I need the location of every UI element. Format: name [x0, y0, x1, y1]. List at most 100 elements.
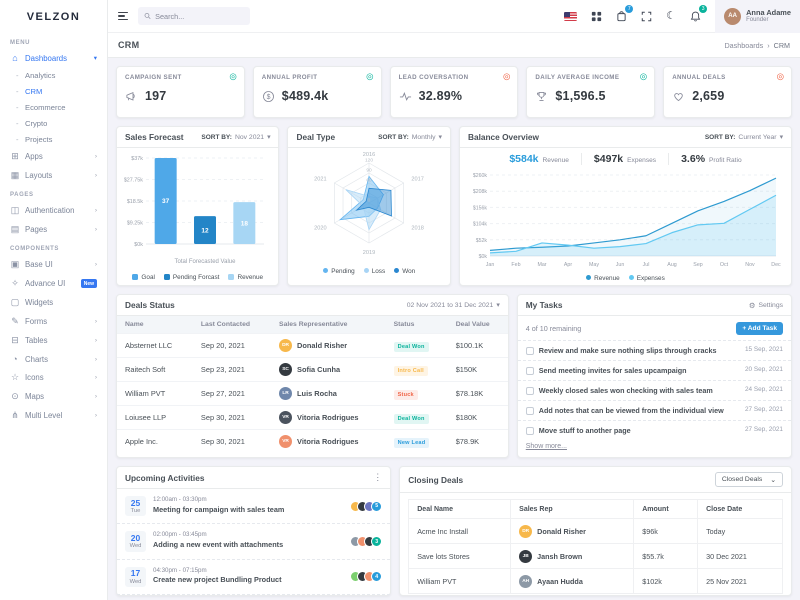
table-row[interactable]: William PVT AH Ayaan Hudda $102k 25 Nov 2…	[408, 568, 783, 594]
svg-text:2020: 2020	[314, 226, 326, 232]
table-row[interactable]: Acme Inc Install DR Donald Risher $96k To…	[408, 518, 783, 544]
svg-text:Apr: Apr	[564, 262, 572, 268]
sidebar-item-advance-ui[interactable]: ✧ Advance UI New	[0, 274, 107, 293]
more-options-icon[interactable]: ⋮	[373, 472, 383, 482]
balance-stats: $584k Revenue $497k Expenses 3.6% Profit Ra…	[460, 148, 791, 167]
svg-text:2017: 2017	[412, 177, 424, 183]
balance-overview-title: Balance Overview	[467, 132, 539, 142]
sidebar-item-pages[interactable]: ▤ Pages ›	[10, 224, 97, 234]
pulse-icon	[399, 91, 411, 101]
table-row[interactable]: Loiusee LLP Sep 30, 2021 VR Vitoria Rodri…	[117, 405, 508, 430]
avatar: JB	[519, 549, 533, 563]
sidebar-section-components: COMPONENTS	[10, 246, 60, 252]
search-input[interactable]	[155, 11, 244, 21]
balance-overview-sort[interactable]: SORT BY: Current Year ▾	[704, 133, 783, 142]
sidebar-item-maps[interactable]: ⊙ Maps ›	[11, 391, 97, 401]
table-row[interactable]: Apple Inc. Sep 30, 2021 VR Vitoria Rodrig…	[117, 429, 508, 453]
tables-icon: ⊟	[11, 335, 19, 345]
sales-forecast-sort[interactable]: SORT BY: Nov 2021 ▾	[201, 133, 271, 142]
svg-text:$9.25k: $9.25k	[127, 221, 143, 227]
deals-date-range[interactable]: 02 Nov 2021 to 31 Dec 2021 ▾	[406, 301, 500, 310]
hamburger-menu-icon[interactable]	[118, 12, 128, 20]
new-badge: New	[80, 279, 97, 288]
sales-forecast-title: Sales Forecast	[125, 132, 184, 142]
home-icon: ⌂	[12, 53, 18, 63]
sidebar-item-projects[interactable]: Projects	[0, 131, 107, 147]
upcoming-activities-title: Upcoming Activities	[125, 472, 205, 483]
sidebar-item-authentication[interactable]: ◫ Authentication ›	[10, 205, 97, 215]
sidebar-item-dashboards[interactable]: ⌂ Dashboards ▾	[0, 49, 107, 67]
activity-item[interactable]: 20 Wed 02:00pm - 03:45pm Adding a new ev…	[117, 524, 391, 560]
trend-badge-icon: ◎	[229, 71, 237, 81]
fullscreen-icon[interactable]	[641, 11, 652, 22]
status-badge: New Lead	[393, 438, 430, 448]
table-row[interactable]: Absternet LLC Sep 20, 2021 DR Donald Rish…	[117, 333, 508, 358]
search-box[interactable]	[138, 7, 250, 25]
attendee-count-badge: 4	[371, 571, 383, 583]
show-more-link[interactable]: Show more...	[525, 443, 567, 450]
task-item[interactable]: Review and make sure nothing slips throu…	[517, 340, 791, 360]
table-row[interactable]: Raitech Soft Sep 23, 2021 SC Sofia Cunha …	[117, 357, 508, 382]
sidebar-item-layouts[interactable]: ▦ Layouts ›	[10, 170, 97, 180]
sidebar-item-crm[interactable]: CRM	[0, 83, 107, 99]
apps-menu-icon[interactable]	[591, 11, 602, 22]
task-checkbox[interactable]	[525, 346, 534, 355]
task-checkbox[interactable]	[525, 386, 534, 395]
sidebar-item-analytics[interactable]: Analytics	[0, 67, 107, 83]
kpi-daily-average-income: DAILY AVERAGE INCOME ◎ $1,596.5	[526, 66, 656, 118]
task-item[interactable]: Move stuff to another page 27 Sep, 2021	[517, 420, 791, 440]
user-menu[interactable]: AA Anna Adame Founder	[715, 0, 800, 33]
dark-mode-icon[interactable]: ☾	[666, 9, 677, 22]
table-row[interactable]: Save lots Stores JB Jansh Brown $55.7k 30…	[408, 543, 783, 569]
task-item[interactable]: Add notes that can be viewed from the in…	[517, 400, 791, 420]
svg-text:$37k: $37k	[131, 156, 143, 162]
advance-ui-icon: ✧	[11, 278, 19, 288]
task-item[interactable]: Weekly closed sales won checking with sa…	[517, 380, 791, 400]
svg-text:$208k: $208k	[473, 189, 488, 195]
sidebar-item-base-ui[interactable]: ▣ Base UI ›	[10, 259, 97, 269]
task-checkbox[interactable]	[525, 406, 534, 415]
closed-deals-select[interactable]: Closed Deals ⌄	[714, 472, 783, 487]
breadcrumb-parent[interactable]: Dashboards	[724, 40, 764, 50]
sidebar-item-icons[interactable]: ☆ Icons ›	[10, 372, 97, 382]
page-title: CRM	[118, 40, 140, 50]
language-flag-icon[interactable]	[564, 11, 578, 21]
user-icon: ◫	[10, 205, 20, 215]
deal-type-title: Deal Type	[296, 132, 336, 142]
sidebar-item-ecommerce[interactable]: Ecommerce	[0, 99, 107, 115]
chevron-down-icon: ▾	[438, 134, 442, 141]
shopping-bag-icon[interactable]: 7	[616, 5, 634, 22]
bell-icon[interactable]: 3	[690, 5, 708, 22]
sidebar-item-charts[interactable]: ◔ Charts ›	[0, 350, 107, 368]
svg-text:Aug: Aug	[668, 262, 677, 268]
user-name: Anna Adame	[746, 7, 791, 17]
attendee-avatars: 4	[350, 567, 383, 587]
brand-logo[interactable]: VELZON	[26, 10, 81, 23]
sidebar-item-multi-level[interactable]: ⋔ Multi Level ›	[11, 410, 97, 420]
sidebar-item-crypto[interactable]: Crypto	[0, 115, 107, 131]
sidebar-item-tables[interactable]: ⊟ Tables ›	[11, 335, 97, 345]
tasks-settings-button[interactable]: ⚙ Settings	[748, 300, 783, 310]
sales-forecast-card: Sales Forecast SORT BY: Nov 2021 ▾ $37k $…	[116, 126, 280, 286]
activity-item[interactable]: 25 Tue 12:00am - 03:30pm Meeting for cam…	[117, 489, 391, 525]
breadcrumb-separator: ›	[767, 40, 770, 50]
sidebar: VELZON MENU ⌂ Dashboards ▾ Analytics CRM…	[0, 0, 108, 600]
sidebar-item-apps[interactable]: ⊞ Apps ›	[11, 151, 97, 161]
heart-icon	[674, 92, 683, 101]
task-checkbox[interactable]	[525, 366, 534, 375]
sidebar-item-widgets[interactable]: ▢ Widgets	[10, 297, 54, 307]
add-task-button[interactable]: + Add Task	[736, 322, 783, 335]
svg-text:Jul: Jul	[643, 262, 650, 268]
status-badge: Deal Won	[393, 342, 429, 352]
activity-item[interactable]: 17 Wed 04:30pm - 07:15pm Create new proj…	[117, 560, 391, 596]
task-item[interactable]: Send meeting invites for sales upcampaig…	[517, 360, 791, 380]
deal-type-sort[interactable]: SORT BY: Monthly ▾	[378, 133, 442, 142]
my-tasks-card: My Tasks ⚙ Settings 4 of 10 remaining + …	[516, 294, 792, 458]
table-row[interactable]: William PVT Sep 27, 2021 LR Luis Rocha St…	[117, 381, 508, 406]
chevron-right-icon: ›	[94, 412, 97, 419]
task-checkbox[interactable]	[525, 426, 534, 435]
sidebar-section-menu: MENU	[10, 40, 31, 46]
chevron-right-icon: ›	[94, 207, 97, 214]
sidebar-item-forms[interactable]: ✎ Forms ›	[11, 316, 97, 326]
widgets-icon: ▢	[10, 297, 20, 307]
